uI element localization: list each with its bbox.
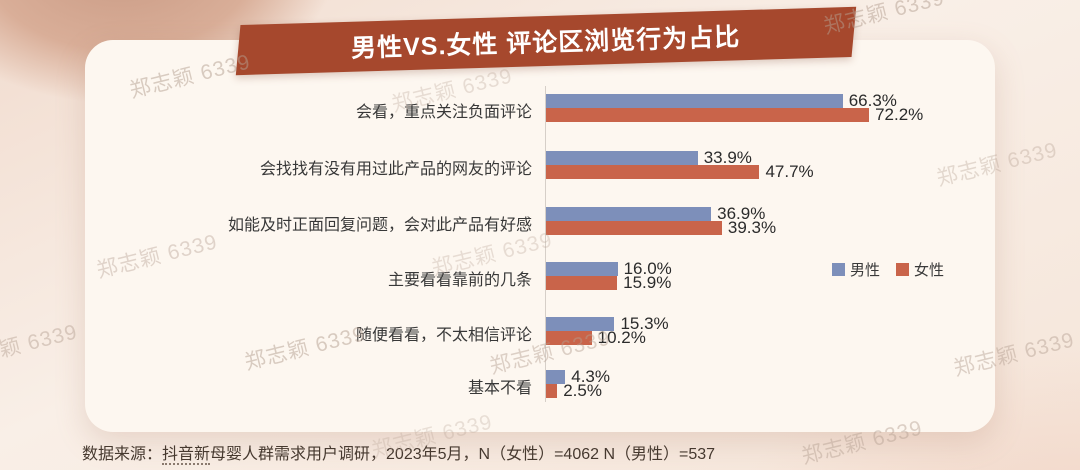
- bar-male: [546, 370, 566, 384]
- category-label: 会找找有没有用过此产品的网友的评论: [259, 161, 532, 178]
- bar-male: [546, 151, 698, 165]
- value-label-male: 66.3%: [848, 91, 897, 110]
- value-label-female: 10.2%: [597, 328, 646, 347]
- bar-male: [546, 317, 615, 331]
- value-label-female: 2.5%: [563, 381, 602, 400]
- bar-male: [546, 94, 843, 108]
- bar-female: [546, 108, 870, 122]
- legend-label: 男性: [850, 262, 881, 279]
- value-label-male: 4.3%: [571, 367, 610, 386]
- chart-panel: [85, 40, 995, 432]
- value-label-female: 72.2%: [875, 105, 924, 124]
- category-label: 主要看看靠前的几条: [387, 272, 532, 289]
- legend-swatch-icon: [896, 263, 910, 276]
- value-label-male: 15.3%: [620, 314, 669, 333]
- legend-swatch-icon: [832, 263, 845, 276]
- value-label-male: 33.9%: [703, 148, 752, 167]
- bar-male: [546, 262, 618, 276]
- category-label: 随便看看，不太相信评论: [355, 327, 532, 344]
- source-prefix: 数据来源：: [82, 446, 163, 463]
- page-title: 男性VS.女性 评论区浏览行为占比: [351, 23, 742, 63]
- legend: 男性 女性: [832, 259, 944, 280]
- category-label: 基本不看: [467, 380, 532, 397]
- legend-item-female: 女性: [896, 259, 944, 280]
- source-underlined-text: 抖音新: [162, 446, 211, 465]
- value-label-female: 39.3%: [727, 218, 777, 237]
- bar-female: [546, 165, 760, 179]
- legend-item-male: 男性: [832, 259, 880, 280]
- category-label: 会看，重点关注负面评论: [355, 104, 532, 121]
- axis-line: [545, 86, 546, 402]
- legend-label: 女性: [914, 262, 945, 279]
- bar-female: [546, 331, 592, 345]
- value-label-male: 16.0%: [623, 259, 672, 278]
- value-label-male: 36.9%: [717, 204, 766, 223]
- source-rest: 母婴人群需求用户调研，2023年5月，N（女性）=4062 N（男性）=537: [210, 446, 716, 463]
- value-label-female: 15.9%: [623, 273, 672, 292]
- bar-female: [546, 384, 558, 398]
- bar-male: [546, 207, 712, 221]
- value-label-female: 47.7%: [765, 162, 814, 181]
- source-note: 数据来源：抖音新母婴人群需求用户调研，2023年5月，N（女性）=4062 N（…: [82, 440, 716, 465]
- category-label: 如能及时正面回复问题，会对此产品有好感: [227, 217, 532, 234]
- bar-female: [546, 276, 618, 290]
- bar-female: [546, 221, 722, 235]
